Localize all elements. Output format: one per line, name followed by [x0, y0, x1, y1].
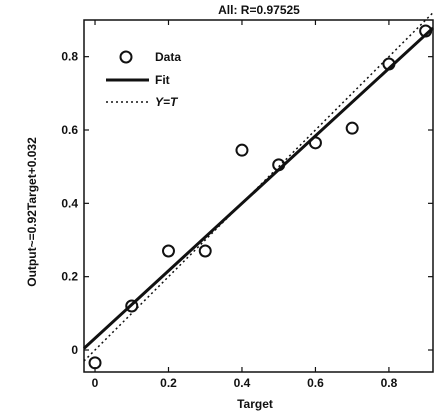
y-tick-label: 0.2: [61, 270, 78, 284]
plot-frame: [83, 19, 434, 373]
x-tick-label: 0.2: [160, 376, 177, 390]
x-tick-label: 0: [92, 376, 99, 390]
y-tick-label: 0: [71, 343, 78, 357]
data-point: [125, 299, 139, 313]
data-point: [419, 24, 433, 38]
chart-title: All: R=0.97525: [218, 3, 300, 17]
data-point: [308, 136, 322, 150]
x-tick-label: 0.4: [234, 376, 251, 390]
x-tick-label: 0.6: [307, 376, 324, 390]
data-point: [235, 143, 249, 157]
data-point: [198, 244, 212, 258]
x-axis-label: Target: [237, 397, 273, 411]
legend-data-marker: [119, 50, 133, 64]
data-point: [88, 356, 102, 370]
axis-ticks: 0 0.2 0.4 0.6 0.8 0 0.2 0.4 0.6 0.8: [61, 20, 433, 390]
legend: Data Fit Y=T: [106, 50, 181, 109]
data-point: [161, 244, 175, 258]
data-markers: [88, 24, 433, 370]
legend-fit-label: Fit: [155, 73, 170, 87]
data-point: [382, 57, 396, 71]
data-point: [272, 158, 286, 172]
legend-yt-label: Y=T: [155, 95, 179, 109]
data-point: [345, 121, 359, 135]
y-tick-label: 0.8: [61, 50, 78, 64]
fit-line: [82, 26, 435, 350]
y-axis-label: Output~=0.92Target+0.032: [25, 137, 39, 287]
legend-data-label: Data: [155, 50, 181, 64]
y-tick-label: 0.6: [61, 123, 78, 137]
series-lines: [82, 12, 435, 362]
y-tick-label: 0.4: [61, 196, 78, 210]
x-tick-label: 0.8: [381, 376, 398, 390]
